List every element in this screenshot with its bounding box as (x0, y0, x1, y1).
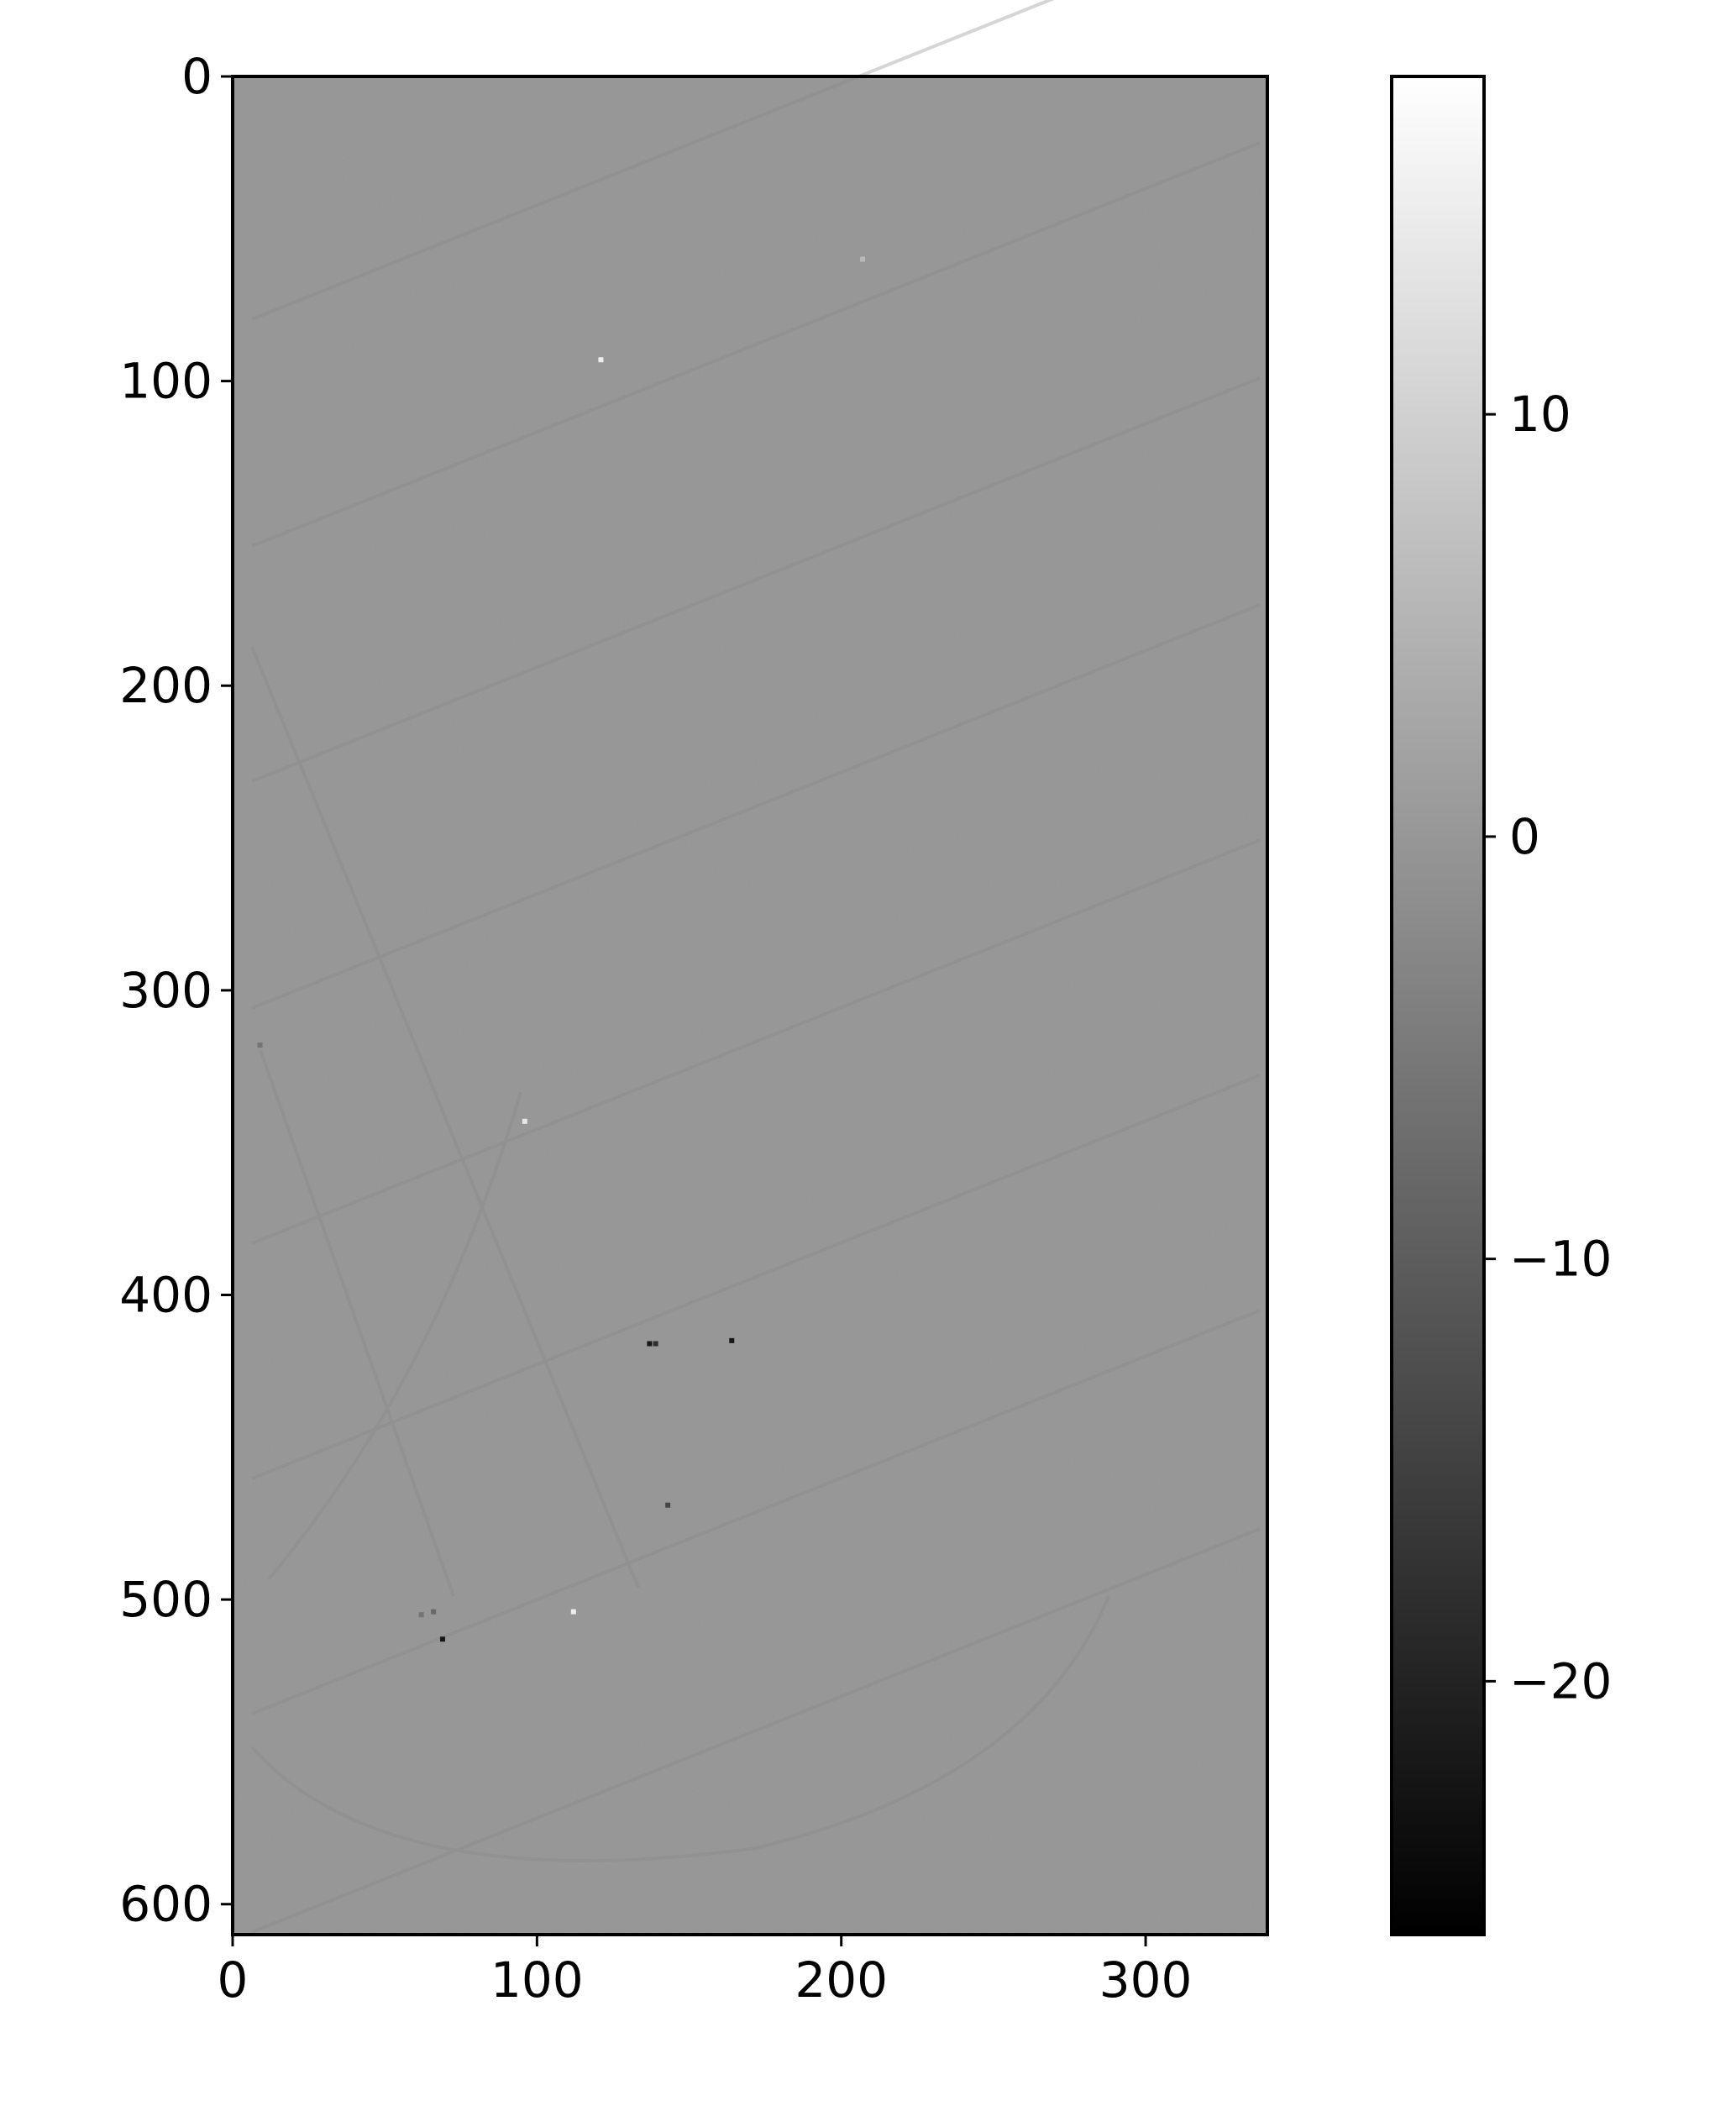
outlier-pixel (653, 1341, 658, 1347)
y-tick-label: 0 (181, 48, 212, 105)
outlier-pixel (440, 1636, 446, 1642)
outlier-pixel (860, 256, 866, 262)
x-tick-label: 200 (795, 1951, 888, 2009)
x-axis: 0 100 200 300 (218, 1935, 1193, 2009)
image-frame (231, 75, 1269, 1936)
outlier-pixel (522, 1118, 527, 1124)
y-tick-label: 100 (119, 353, 212, 410)
y-tick-label: 600 (119, 1876, 212, 1933)
image-grain (233, 76, 1267, 1935)
colorbar-tick-label: −10 (1509, 1231, 1612, 1288)
y-axis: 0 100 200 300 400 500 600 (119, 48, 233, 1933)
colorbar-tick-label: 0 (1509, 808, 1540, 865)
x-tick-label: 100 (490, 1951, 584, 2009)
colorbar-frame (1390, 75, 1486, 1936)
colorbar-axis: 10 0 −10 −20 (1484, 386, 1612, 1709)
y-tick-label: 500 (119, 1571, 212, 1628)
outlier-layer (257, 256, 866, 1642)
outlier-pixel (598, 357, 604, 363)
outlier-pixel (665, 1502, 671, 1508)
outlier-pixel (431, 1609, 437, 1615)
colorbar-tick-label: −20 (1509, 1652, 1612, 1709)
outlier-pixel (729, 1337, 735, 1343)
outlier-pixel (257, 1042, 263, 1048)
y-tick-label: 300 (119, 962, 212, 1019)
outlier-pixel (418, 1612, 424, 1618)
colorbar-gradient (1392, 76, 1484, 1935)
x-tick-label: 300 (1099, 1951, 1193, 2009)
outlier-pixel (647, 1341, 653, 1347)
image-panel (231, 0, 1269, 1936)
y-tick-label: 200 (119, 657, 212, 714)
colorbar-tick-label: 10 (1509, 386, 1571, 443)
x-tick-label: 0 (218, 1951, 249, 2009)
colorbar: 10 0 −10 −20 (1390, 75, 1612, 1936)
y-tick-label: 400 (119, 1266, 212, 1323)
outlier-pixel (570, 1609, 576, 1615)
